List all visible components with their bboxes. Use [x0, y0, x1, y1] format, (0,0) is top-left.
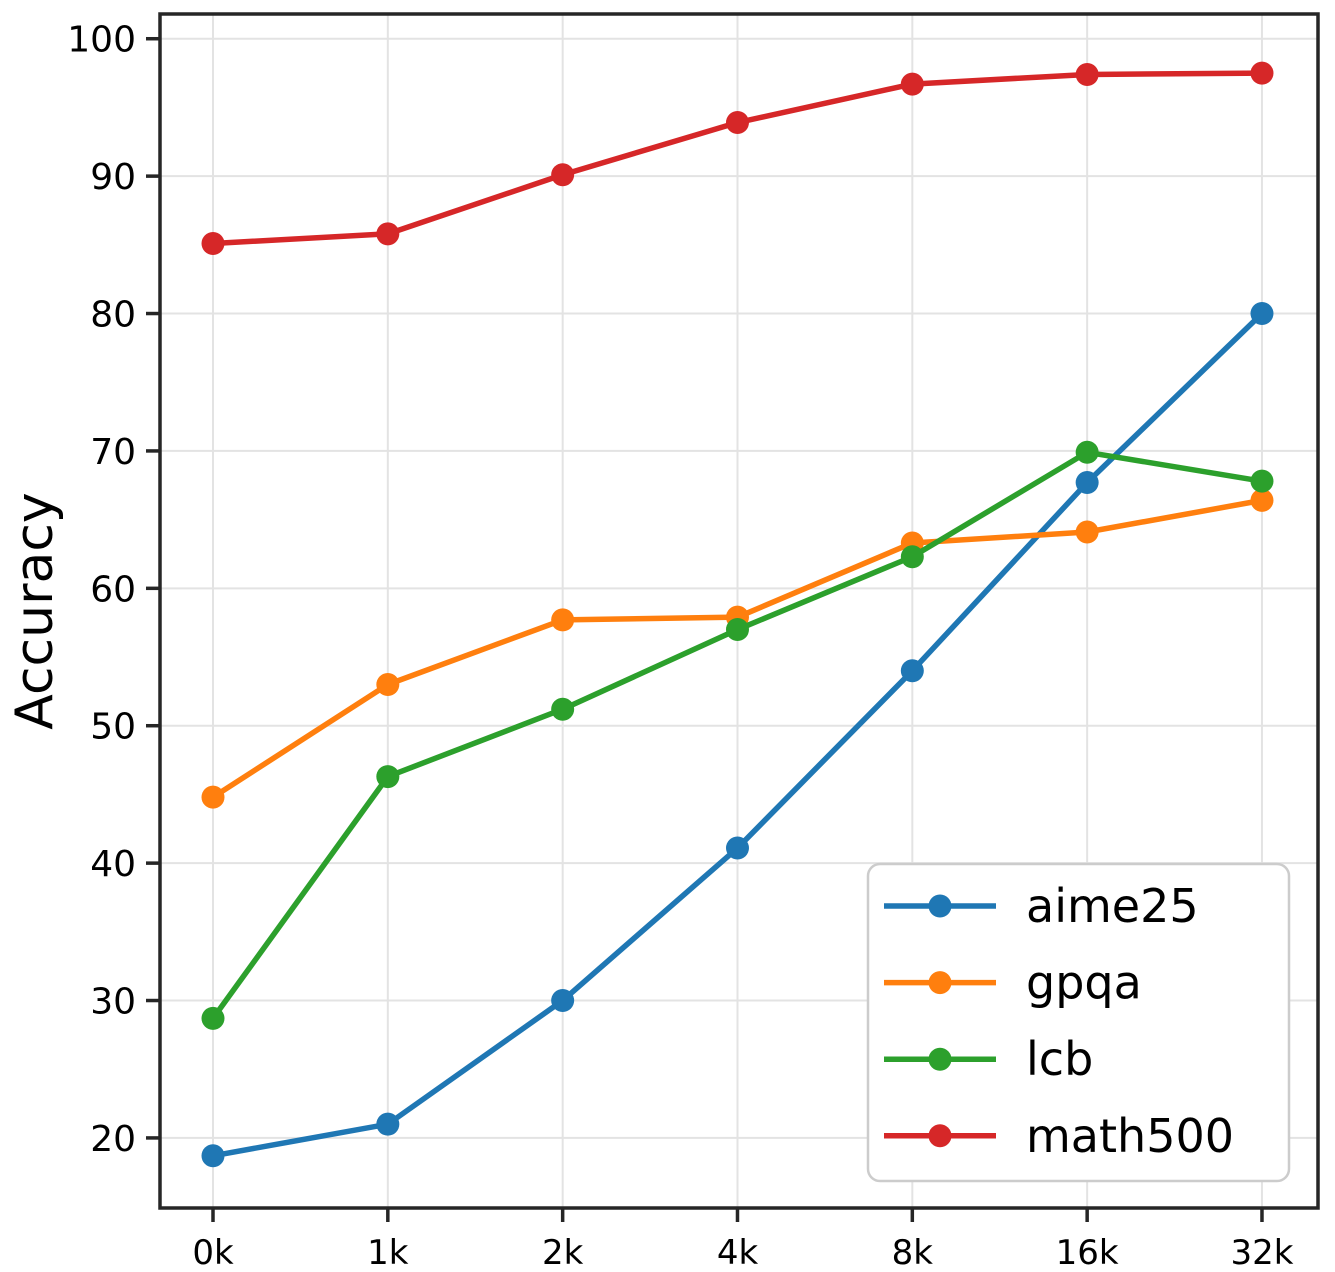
data-point-aime25-8k	[900, 659, 924, 683]
series-aime25	[201, 302, 1274, 1168]
axis-ticks	[146, 36, 1264, 1222]
y-axis-label: Accuracy	[5, 492, 65, 729]
x-tick-label: 0k	[192, 1233, 234, 1272]
x-tick-labels: 0k 1k 2k 4k 8k 16k 32k	[192, 1233, 1293, 1272]
legend-box	[866, 862, 1291, 1183]
data-point-lcb-1k	[376, 765, 400, 789]
legend-item-math500: math500	[884, 1109, 1234, 1163]
legend-marker-gpqa	[928, 971, 952, 995]
y-tick-label: 80	[90, 295, 136, 336]
legend-label: lcb	[1026, 1032, 1093, 1086]
x-tick-label: 2k	[542, 1233, 584, 1272]
data-point-gpqa-16k	[1075, 520, 1099, 544]
y-tick-label: 40	[90, 844, 136, 885]
y-tick-label: 90	[90, 157, 136, 198]
data-point-math500-0k	[201, 231, 225, 255]
data-point-gpqa-32k	[1250, 488, 1274, 512]
y-tick-label: 20	[90, 1119, 136, 1160]
series-math500	[201, 61, 1274, 255]
legend-marker-math500	[928, 1124, 952, 1148]
y-tick-label: 30	[90, 982, 136, 1023]
legend-item-lcb: lcb	[884, 1032, 1093, 1086]
data-point-lcb-4k	[725, 618, 749, 642]
series-lcb	[201, 440, 1274, 1030]
legend-item-gpqa: gpqa	[884, 956, 1142, 1010]
data-point-math500-16k	[1075, 62, 1099, 86]
x-tick-label: 4k	[717, 1233, 759, 1272]
data-point-aime25-32k	[1250, 302, 1274, 326]
y-tick-label: 50	[90, 707, 136, 748]
data-point-lcb-8k	[900, 545, 924, 569]
legend-item-aime25: aime25	[884, 879, 1199, 933]
legend-label: aime25	[1026, 879, 1199, 933]
data-point-math500-8k	[900, 72, 924, 96]
y-tick-label: 60	[90, 569, 136, 610]
x-tick-label: 16k	[1056, 1233, 1119, 1272]
legend-marker-aime25	[928, 894, 952, 918]
y-tick-label: 100	[67, 20, 136, 61]
y-tick-labels: 20 30 40 50 60 70 80 90 100	[67, 20, 136, 1160]
data-point-math500-32k	[1250, 61, 1274, 85]
data-point-aime25-16k	[1075, 471, 1099, 495]
data-point-aime25-1k	[376, 1112, 400, 1136]
data-point-aime25-2k	[551, 989, 575, 1013]
data-point-math500-4k	[725, 111, 749, 135]
y-tick-label: 70	[90, 432, 136, 473]
data-point-lcb-16k	[1075, 440, 1099, 464]
legend-label: math500	[1026, 1109, 1234, 1163]
legend: aime25 gpqa lcb math500	[866, 862, 1291, 1183]
x-tick-label: 8k	[892, 1233, 934, 1272]
data-point-aime25-0k	[201, 1144, 225, 1168]
data-point-aime25-4k	[725, 836, 749, 860]
x-tick-label: 1k	[367, 1233, 409, 1272]
legend-label: gpqa	[1026, 956, 1142, 1010]
data-point-lcb-32k	[1250, 469, 1274, 493]
data-point-math500-1k	[376, 222, 400, 246]
data-point-gpqa-1k	[376, 673, 400, 697]
data-point-gpqa-0k	[201, 785, 225, 809]
legend-marker-lcb	[928, 1047, 952, 1071]
x-tick-label: 32k	[1231, 1233, 1294, 1272]
data-series	[201, 61, 1274, 1168]
data-point-lcb-2k	[551, 697, 575, 721]
data-point-math500-2k	[551, 163, 575, 187]
data-point-lcb-0k	[201, 1006, 225, 1030]
data-point-gpqa-2k	[551, 608, 575, 632]
